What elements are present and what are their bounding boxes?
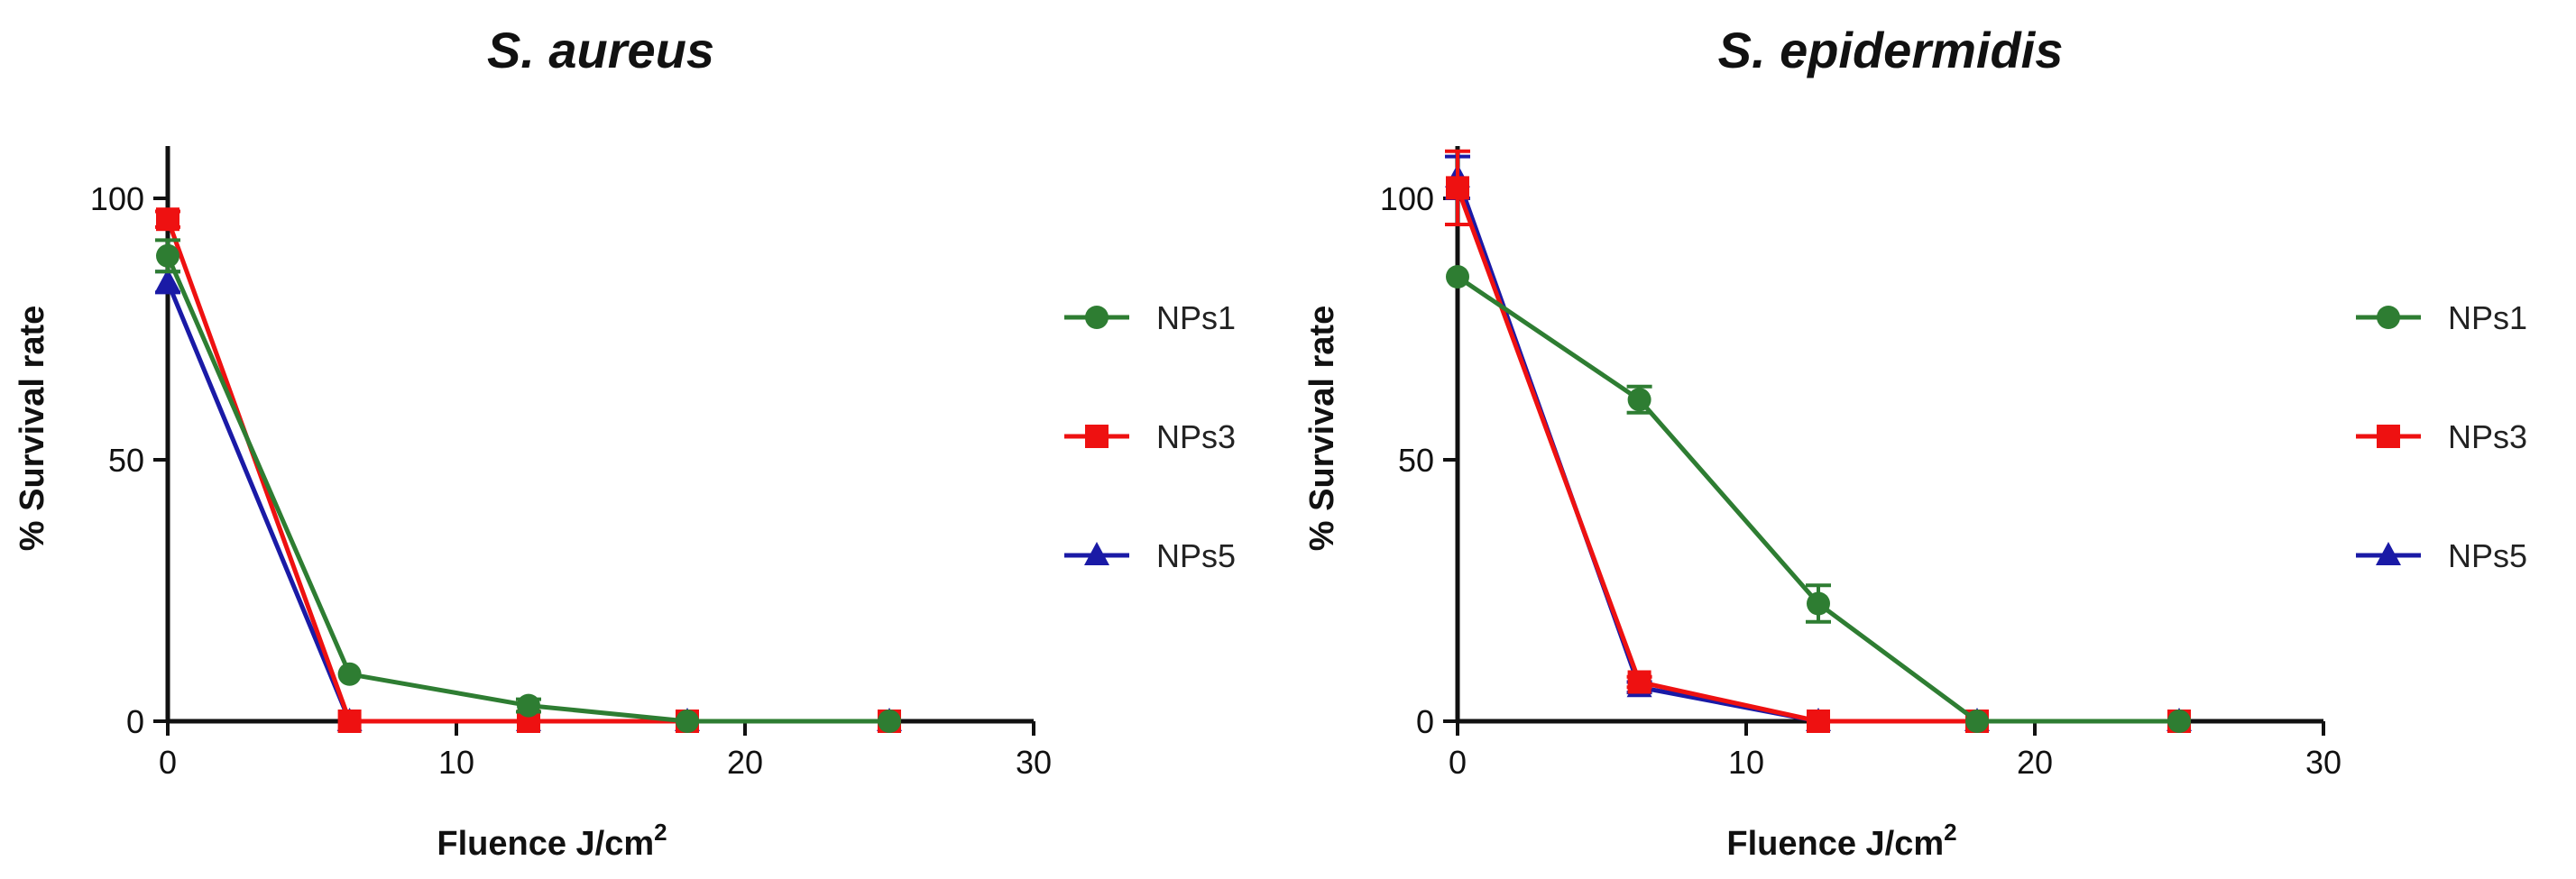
legend-label: NPs3 (1156, 418, 1236, 455)
data-point (1446, 176, 1469, 200)
chart-s-epidermidis: S. epidermidis 0 10 20 30 0 50 100 Fluence J/cm2… (1303, 22, 2527, 863)
chart-s-aureus: S. aureus 0 10 20 30 0 50 100 Fluence J/cm2 % Sur… (14, 22, 1236, 863)
data-point (517, 693, 540, 718)
series-line (1456, 274, 2179, 724)
data-point (155, 268, 180, 292)
legend-label: NPs1 (1156, 299, 1236, 336)
series-nps1 (1446, 265, 2191, 733)
legend-item-nps3: NPs3 (2356, 418, 2527, 455)
data-point (878, 710, 901, 733)
x-tick-label: 0 (1449, 744, 1467, 781)
series-nps5 (1445, 154, 2192, 731)
data-point (1965, 710, 1989, 733)
legend-marker (2377, 425, 2400, 448)
legend-marker (1085, 306, 1109, 329)
data-point (156, 207, 179, 232)
series-line (1455, 176, 2179, 724)
data-point (1627, 670, 1651, 694)
legend-label: NPs5 (2448, 537, 2527, 574)
y-tick-label: 0 (126, 703, 144, 740)
series-nps3 (155, 207, 901, 733)
data-point (676, 710, 699, 733)
legend-marker (2376, 542, 2401, 565)
y-axis-label: % Survival rate (14, 306, 51, 551)
x-tick-label: 10 (438, 744, 474, 781)
legend-item-nps5: NPs5 (1064, 537, 1236, 574)
x-tick-label: 20 (727, 744, 763, 781)
x-tick-label: 30 (1016, 744, 1052, 781)
data-point (2167, 710, 2191, 733)
series-line (165, 218, 889, 724)
legend-marker (1084, 542, 1109, 565)
data-point (337, 710, 362, 733)
y-tick-label: 100 (1380, 180, 1434, 217)
y-tick-label: 50 (108, 442, 144, 479)
legend-marker (1085, 425, 1109, 448)
x-axis-label: Fluence J/cm2 (437, 819, 667, 863)
data-point (1807, 710, 1830, 733)
x-tick-label: 30 (2305, 744, 2341, 781)
data-point (1446, 265, 1469, 288)
data-point (156, 243, 179, 268)
x-tick-label: 0 (159, 744, 177, 781)
data-point (337, 662, 362, 686)
data-point (1807, 591, 1830, 616)
y-axis-label: % Survival rate (1303, 306, 1341, 551)
series-nps1 (155, 238, 901, 733)
legend-item-nps1: NPs1 (2356, 299, 2527, 336)
x-axis-label: Fluence J/cm2 (1726, 819, 1956, 863)
x-tick-label: 10 (1728, 744, 1764, 781)
y-tick-label: 50 (1398, 442, 1434, 479)
x-tick-label: 20 (2017, 744, 2053, 781)
legend-label: NPs5 (1156, 537, 1236, 574)
series-nps3 (1445, 149, 2191, 733)
legend-item-nps1: NPs1 (1064, 299, 1236, 336)
y-tick-label: 100 (90, 180, 144, 217)
legend-marker (2377, 306, 2400, 329)
legend-item-nps5: NPs5 (2356, 537, 2527, 574)
chart-title: S. epidermidis (1718, 22, 2064, 78)
series-line (165, 254, 889, 724)
legend-item-nps3: NPs3 (1064, 418, 1236, 455)
series-line (1455, 187, 2179, 724)
chart-title: S. aureus (487, 22, 714, 78)
y-tick-label: 0 (1416, 703, 1434, 740)
legend-label: NPs1 (2448, 299, 2527, 336)
legend-label: NPs3 (2448, 418, 2527, 455)
data-point (1627, 388, 1651, 412)
